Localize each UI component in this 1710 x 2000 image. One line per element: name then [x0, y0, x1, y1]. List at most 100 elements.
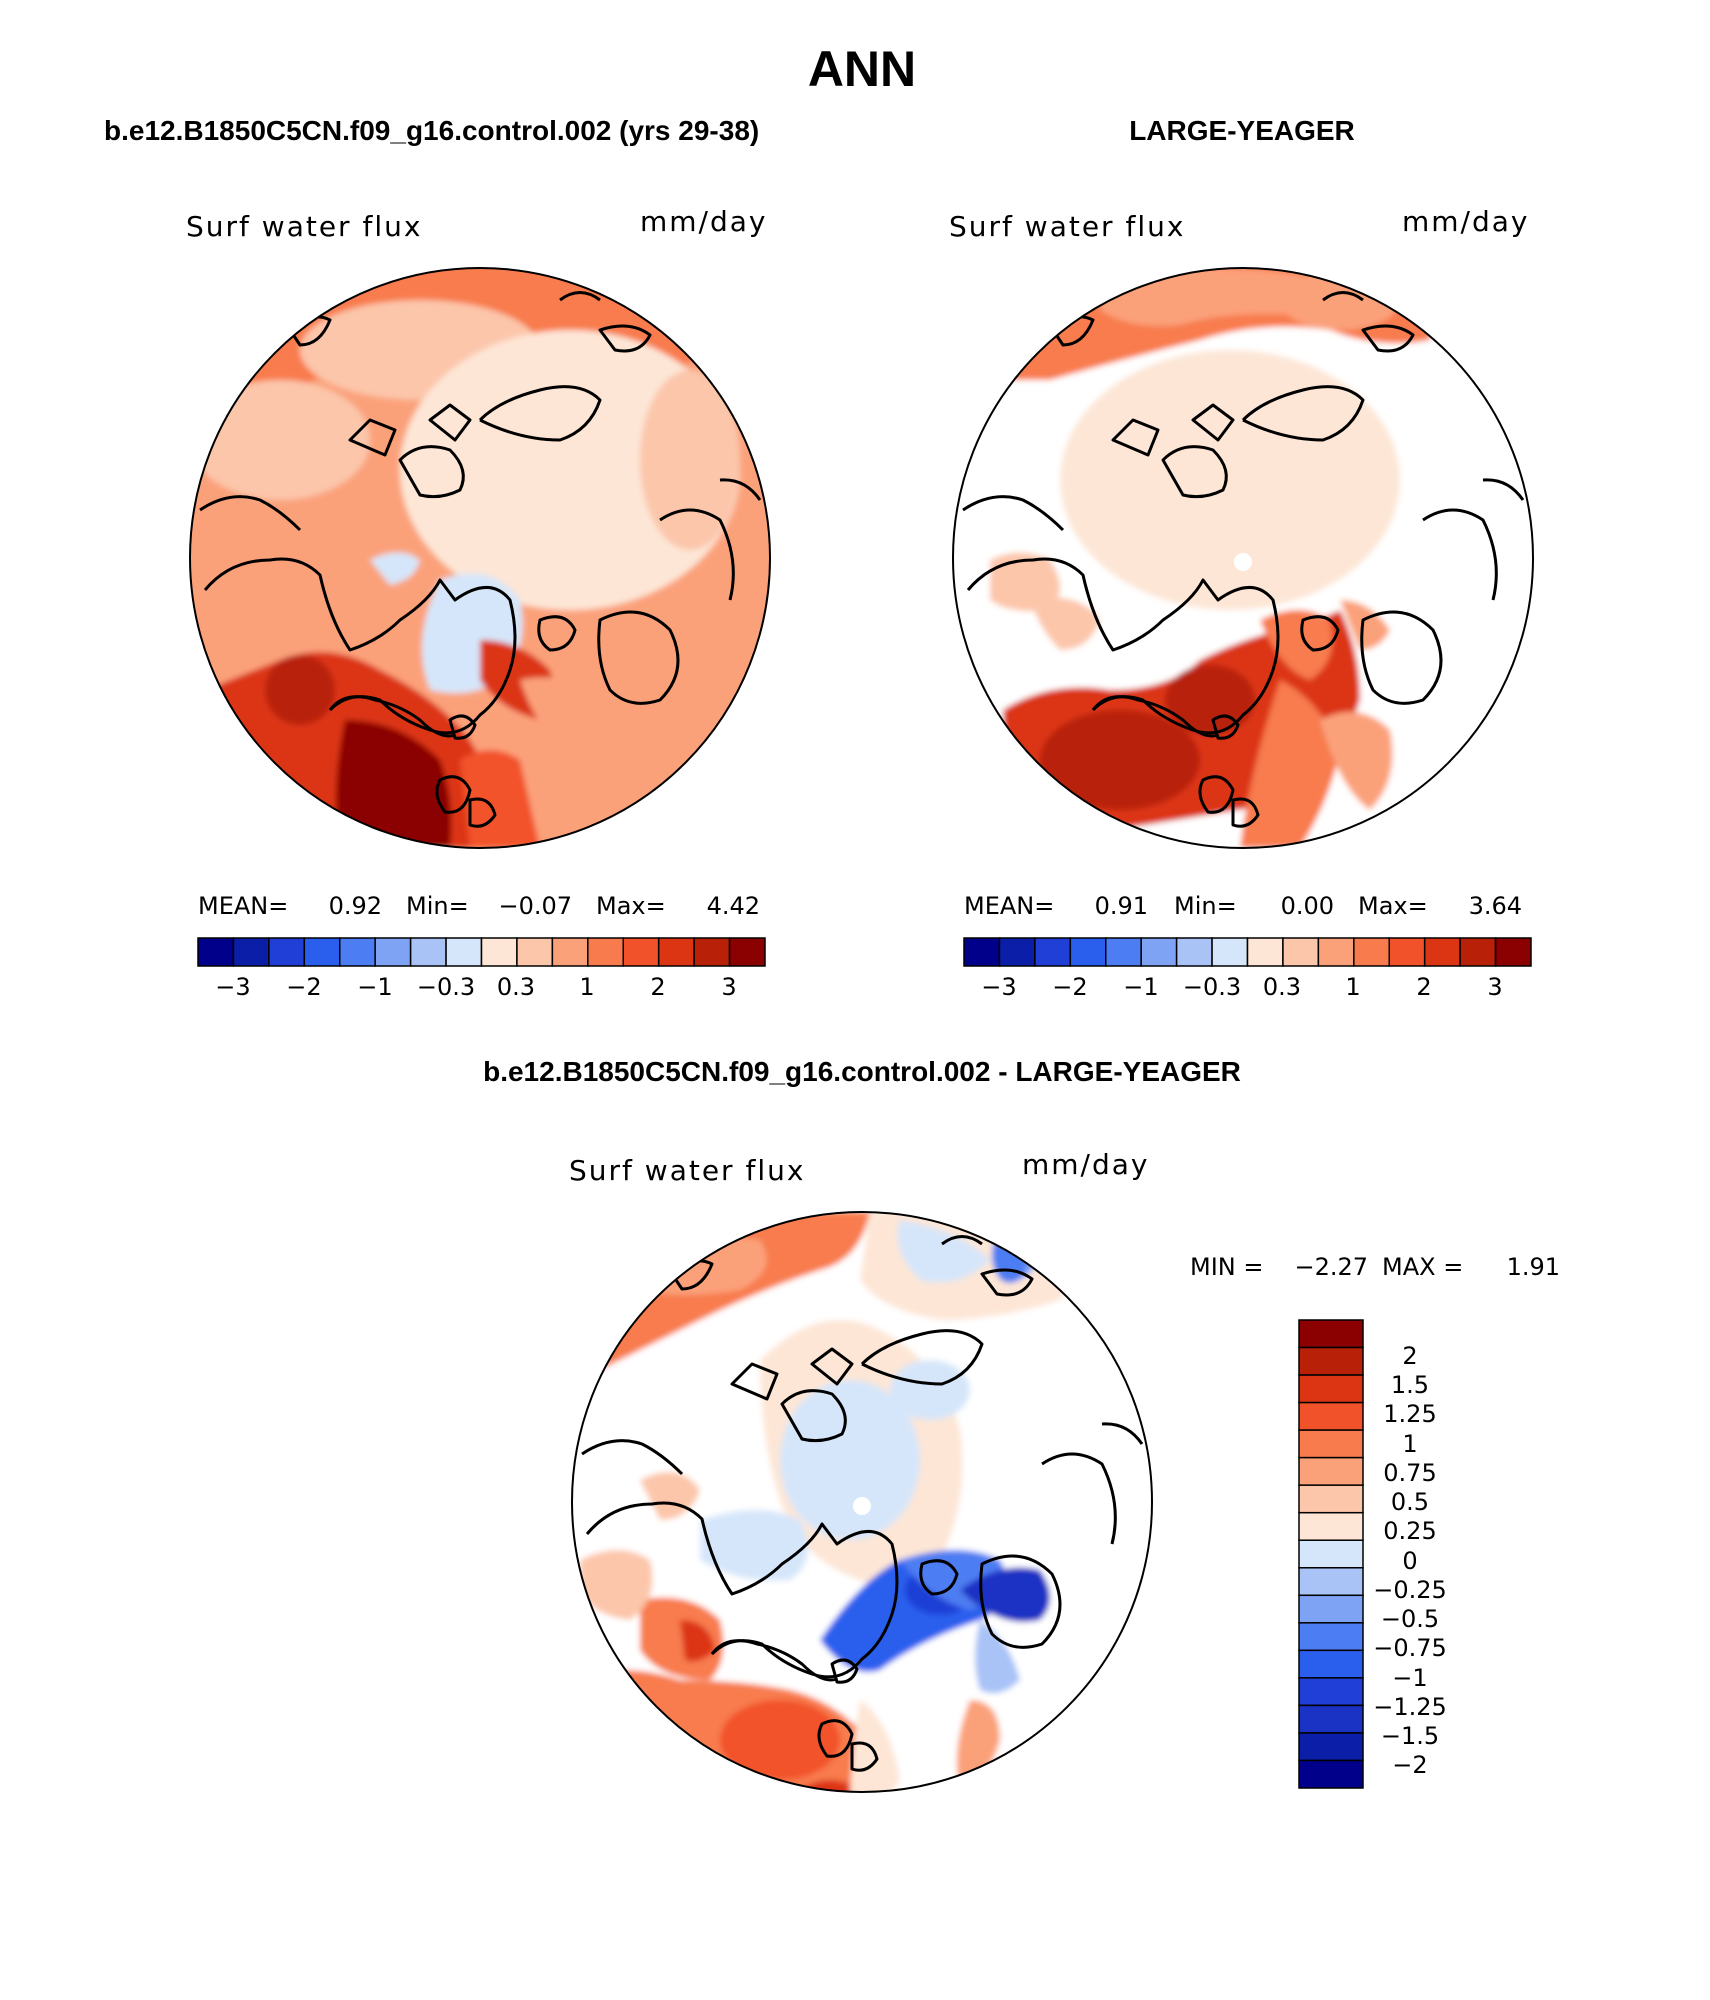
difference-heading: b.e12.B1850C5CN.f09_g16.control.002 - LA… [483, 1056, 1241, 1087]
colorbar-swatch [551, 937, 589, 967]
colorbar-swatch [1353, 937, 1390, 967]
panel-1-tick: −0.3 [417, 973, 475, 1001]
panel-1-tick: −1 [357, 973, 392, 1001]
panel-2-map [952, 267, 1534, 849]
difference-tick: −1 [1392, 1664, 1427, 1692]
difference-map [571, 1211, 1153, 1793]
figure-title: ANN [808, 41, 916, 97]
panel-1-colorbar-ticks: −3 −2 −1 −0.3 0.3 1 2 3 [215, 973, 736, 1001]
colorbar-swatch [1494, 937, 1532, 967]
panel-1-tick: 1 [579, 973, 594, 1001]
difference-colorbar [1298, 1319, 1364, 1789]
panel-1-stats: MEAN= 0.92 Min= −0.07 Max= 4.42 [198, 892, 760, 920]
colorbar-swatch [1298, 1732, 1364, 1762]
colorbar-swatch [232, 937, 270, 967]
difference-tick: 1.5 [1391, 1371, 1429, 1399]
colorbar-swatch [303, 937, 341, 967]
panel-2-mean-label: MEAN= [964, 892, 1054, 920]
colorbar-swatch [728, 937, 766, 967]
panel-1-tick: −3 [215, 973, 250, 1001]
colorbar-swatch [1140, 937, 1178, 967]
panel-1-heading: b.e12.B1850C5CN.f09_g16.control.002 (yrs… [104, 115, 759, 146]
panel-2-heading: LARGE-YEAGER [1129, 115, 1355, 146]
panel-1-tick: −2 [286, 973, 321, 1001]
panel-2-max-value: 3.64 [1469, 892, 1522, 920]
panel-2-min-label: Min= [1174, 892, 1237, 920]
colorbar-swatch [1298, 1346, 1364, 1376]
panel-2-tick: 0.3 [1263, 973, 1301, 1001]
colorbar-swatch [998, 937, 1036, 967]
colorbar-swatch [1298, 1759, 1364, 1789]
colorbar-swatch [268, 937, 306, 967]
difference-tick: −1.25 [1373, 1693, 1447, 1721]
colorbar-swatch [1105, 937, 1142, 967]
panel-1-units-label: mm/day [640, 205, 768, 238]
panel-1-field-label: Surf water flux [186, 210, 422, 243]
colorbar-swatch [1298, 1456, 1364, 1486]
difference-max-value: 1.91 [1507, 1253, 1560, 1281]
difference-field-label: Surf water flux [569, 1154, 805, 1187]
difference-min-label: MIN = [1190, 1253, 1263, 1281]
colorbar-swatch [1298, 1484, 1364, 1514]
panel-1-min-label: Min= [406, 892, 469, 920]
panel-2-max-label: Max= [1358, 892, 1428, 920]
panel-1-map [189, 267, 771, 849]
colorbar-swatch [1175, 937, 1213, 967]
panel-2-field-label: Surf water flux [949, 210, 1185, 243]
panel-2-colorbar [963, 937, 1532, 967]
difference-tick: 0.25 [1383, 1517, 1436, 1545]
colorbar-swatch [1298, 1704, 1364, 1734]
colorbar-swatch [374, 937, 412, 967]
colorbar-swatch [1034, 937, 1072, 967]
colorbar-swatch [1298, 1374, 1364, 1404]
panel-1-max-value: 4.42 [707, 892, 760, 920]
panel-2-tick: 2 [1416, 973, 1431, 1001]
colorbar-swatch [963, 937, 1001, 967]
panel-1-tick: 2 [650, 973, 665, 1001]
colorbar-swatch [1298, 1649, 1364, 1679]
colorbar-swatch [516, 937, 554, 967]
panel-1-mean-value: 0.92 [329, 892, 382, 920]
difference-tick: −0.25 [1373, 1576, 1447, 1604]
panel-2-min-value: 0.00 [1281, 892, 1334, 920]
panel-2-tick: −1 [1123, 973, 1158, 1001]
colorbar-swatch [1298, 1429, 1364, 1459]
difference-tick: 0.5 [1391, 1488, 1429, 1516]
colorbar-swatch [1069, 937, 1107, 967]
panel-2-tick: 3 [1487, 973, 1502, 1001]
panel-2-colorbar-ticks: −3 −2 −1 −0.3 0.3 1 2 3 [981, 973, 1502, 1001]
colorbar-swatch [622, 937, 660, 967]
colorbar-swatch [197, 937, 235, 967]
colorbar-swatch [1298, 1567, 1364, 1597]
difference-tick: 0 [1402, 1547, 1417, 1575]
colorbar-swatch [1298, 1594, 1364, 1624]
colorbar-swatch [1298, 1401, 1364, 1431]
difference-tick: 1 [1402, 1430, 1417, 1458]
colorbar-swatch [657, 937, 695, 967]
colorbar-swatch [1298, 1622, 1364, 1652]
difference-stats: MIN = −2.27 MAX = 1.91 [1190, 1253, 1560, 1281]
colorbar-swatch [339, 937, 376, 967]
colorbar-swatch [1317, 937, 1355, 967]
difference-min-value: −2.27 [1294, 1253, 1368, 1281]
difference-tick: 1.25 [1383, 1400, 1436, 1428]
panel-1-mean-label: MEAN= [198, 892, 288, 920]
colorbar-swatch [480, 937, 518, 967]
difference-tick: 2 [1402, 1342, 1417, 1370]
difference-tick: −0.75 [1373, 1634, 1447, 1662]
difference-tick: −2 [1392, 1751, 1427, 1779]
colorbar-swatch [1459, 937, 1497, 967]
panel-2-tick: −2 [1052, 973, 1087, 1001]
panel-2-tick: −0.3 [1183, 973, 1241, 1001]
difference-colorbar-ticks: 2 1.5 1.25 1 0.75 0.5 0.25 0 −0.25 −0.5 … [1373, 1342, 1447, 1779]
panel-1-max-label: Max= [596, 892, 666, 920]
colorbar-swatch [1298, 1511, 1364, 1541]
colorbar-swatch [1298, 1539, 1364, 1569]
panel-2-units-label: mm/day [1402, 205, 1530, 238]
panel-1-colorbar [197, 937, 766, 967]
panel-1-min-value: −0.07 [498, 892, 572, 920]
panel-2-tick: −3 [981, 973, 1016, 1001]
difference-tick: 0.75 [1383, 1459, 1436, 1487]
difference-units-label: mm/day [1022, 1148, 1150, 1181]
